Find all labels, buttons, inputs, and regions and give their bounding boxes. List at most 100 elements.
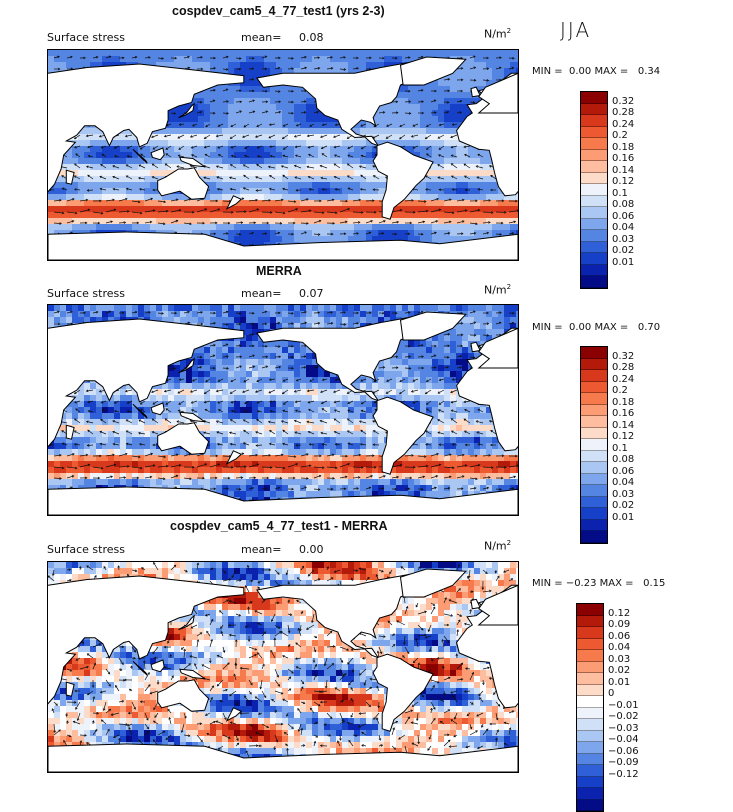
colorbar-cell <box>581 127 607 139</box>
colorbar-tick-label: 0.32 <box>612 351 634 362</box>
colorbar-cell <box>581 451 607 463</box>
colorbar-tick-label: 0.16 <box>612 153 634 164</box>
colorbar-cell <box>577 616 603 628</box>
panel1-colorbar <box>580 91 608 289</box>
colorbar-cell <box>581 347 607 359</box>
colorbar-cell <box>581 92 607 104</box>
panel3-variable: Surface stress <box>47 543 125 556</box>
colorbar-tick-label: 0.32 <box>612 96 634 107</box>
colorbar-cell <box>581 230 607 242</box>
colorbar-tick-label: −0.04 <box>608 734 639 745</box>
colorbar-tick-label: 0.24 <box>612 119 634 130</box>
colorbar-cell <box>577 719 603 731</box>
colorbar-cell <box>577 742 603 754</box>
colorbar-tick-label: −0.01 <box>608 700 639 711</box>
colorbar-cell <box>581 416 607 428</box>
colorbar-tick-label: 0 <box>608 688 614 699</box>
colorbar-tick-label: −0.02 <box>608 711 639 722</box>
colorbar-tick-label: −0.06 <box>608 746 639 757</box>
panel1-minmax: MIN = 0.00 MAX = 0.34 <box>532 66 660 77</box>
colorbar-cell <box>581 359 607 371</box>
colorbar-tick-label: 0.12 <box>612 431 634 442</box>
colorbar-cell <box>577 662 603 674</box>
panel2-map <box>47 304 519 516</box>
panel3-units: N/m2 <box>484 539 511 553</box>
colorbar-tick-label: −0.03 <box>608 723 639 734</box>
colorbar-tick-label: 0.03 <box>612 489 634 500</box>
colorbar-cell <box>581 428 607 440</box>
colorbar-cell <box>581 138 607 150</box>
colorbar-tick-label: 0.28 <box>612 107 634 118</box>
colorbar-tick-label: 0.06 <box>612 466 634 477</box>
colorbar-tick-label: 0.01 <box>612 257 634 268</box>
panel2-mean-label: mean= <box>241 287 281 300</box>
panel3-map <box>47 561 519 773</box>
panel3-colorbar <box>576 603 604 812</box>
panel2-variable: Surface stress <box>47 287 125 300</box>
colorbar-tick-label: 0.03 <box>612 234 634 245</box>
panel1-variable: Surface stress <box>47 31 125 44</box>
panel2-units: N/m2 <box>484 283 511 297</box>
colorbar-cell <box>581 161 607 173</box>
colorbar-cell <box>581 115 607 127</box>
panel2-mean-value: 0.07 <box>299 287 324 300</box>
panel2-colorbar <box>580 346 608 544</box>
colorbar-cell <box>577 788 603 800</box>
panel3-minmax: MIN = −0.23 MAX = 0.15 <box>532 578 665 589</box>
panel3-mean-value: 0.00 <box>299 543 324 556</box>
colorbar-tick-label: 0.1 <box>612 188 628 199</box>
colorbar-tick-label: 0.09 <box>608 619 630 630</box>
colorbar-cell <box>581 382 607 394</box>
colorbar-cell <box>577 639 603 651</box>
colorbar-tick-label: 0.03 <box>608 654 630 665</box>
colorbar-cell <box>581 497 607 509</box>
colorbar-cell <box>581 104 607 116</box>
colorbar-cell <box>581 184 607 196</box>
colorbar-tick-label: 0.04 <box>608 642 630 653</box>
colorbar-tick-label: 0.02 <box>612 500 634 511</box>
colorbar-cell <box>581 242 607 254</box>
colorbar-cell <box>577 604 603 616</box>
colorbar-tick-label: 0.14 <box>612 165 634 176</box>
colorbar-cell <box>581 370 607 382</box>
panel1-units: N/m2 <box>484 27 511 41</box>
panel3-title: cospdev_cam5_4_77_test1 - MERRA <box>170 519 387 533</box>
colorbar-tick-label: 0.2 <box>612 130 628 141</box>
colorbar-tick-label: 0.24 <box>612 374 634 385</box>
panel1-title: cospdev_cam5_4_77_test1 (yrs 2-3) <box>172 4 385 18</box>
colorbar-tick-label: 0.01 <box>612 512 634 523</box>
colorbar-tick-label: −0.09 <box>608 757 639 768</box>
colorbar-cell <box>581 265 607 277</box>
colorbar-cell <box>581 485 607 497</box>
colorbar-cell <box>581 508 607 520</box>
colorbar-tick-label: −0.12 <box>608 769 639 780</box>
colorbar-cell <box>581 196 607 208</box>
colorbar-tick-label: 0.14 <box>612 420 634 431</box>
panel2-minmax: MIN = 0.00 MAX = 0.70 <box>532 322 660 333</box>
colorbar-cell <box>581 439 607 451</box>
colorbar-cell <box>577 777 603 789</box>
colorbar-tick-label: 0.08 <box>612 454 634 465</box>
colorbar-tick-label: 0.28 <box>612 362 634 373</box>
colorbar-tick-label: 0.16 <box>612 408 634 419</box>
season-label: JJA <box>560 18 591 42</box>
colorbar-tick-label: 0.04 <box>612 222 634 233</box>
colorbar-cell <box>577 731 603 743</box>
colorbar-cell <box>581 207 607 219</box>
panel1-mean-value: 0.08 <box>299 31 324 44</box>
colorbar-tick-label: 0.02 <box>612 245 634 256</box>
panel1-map <box>47 49 519 261</box>
colorbar-cell <box>577 800 603 812</box>
colorbar-tick-label: 0.02 <box>608 665 630 676</box>
panel2-title: MERRA <box>256 264 302 278</box>
colorbar-tick-label: 0.12 <box>612 176 634 187</box>
colorbar-tick-label: 0.1 <box>612 443 628 454</box>
colorbar-cell <box>581 150 607 162</box>
panel3-mean-label: mean= <box>241 543 281 556</box>
colorbar-cell <box>577 685 603 697</box>
colorbar-cell <box>581 531 607 543</box>
colorbar-cell <box>577 627 603 639</box>
colorbar-cell <box>581 520 607 532</box>
colorbar-cell <box>577 754 603 766</box>
colorbar-tick-label: 0.18 <box>612 397 634 408</box>
